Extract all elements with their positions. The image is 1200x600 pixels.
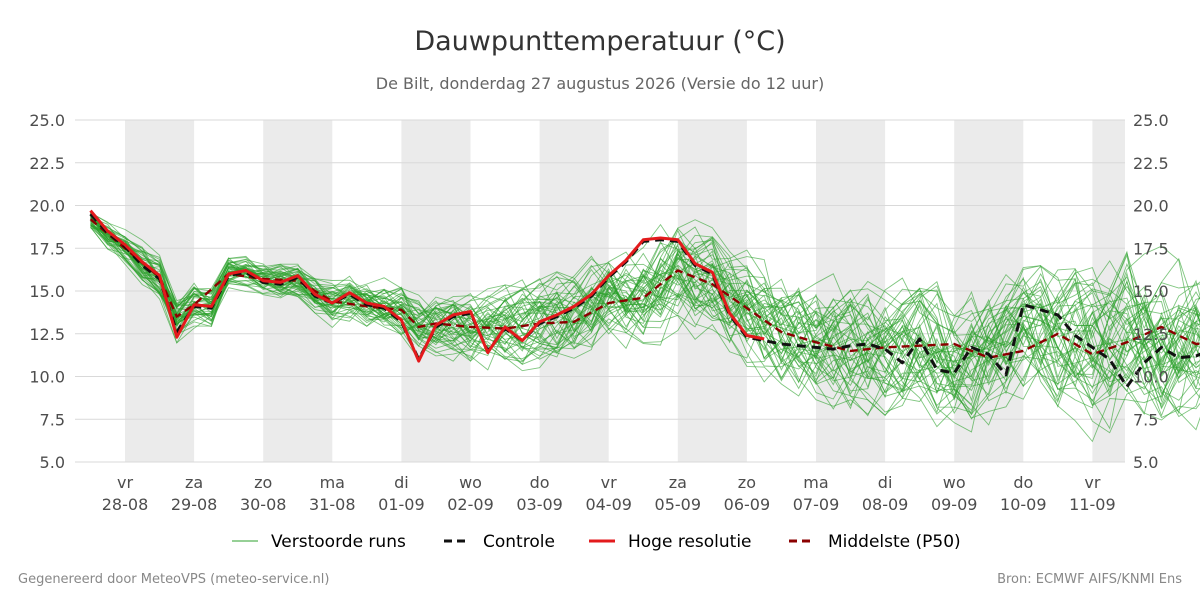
- ensemble-member-line: [90, 220, 1200, 433]
- x-tick-day: vr: [1084, 473, 1100, 492]
- y-tick-label: 22.5: [1133, 154, 1169, 173]
- ensemble-member-line: [90, 227, 1200, 394]
- series-line: [89, 209, 765, 363]
- ensemble-members: [90, 211, 1200, 443]
- footer-source: Bron: ECMWF AIFS/KNMI Ens: [997, 572, 1182, 587]
- series-line: [89, 218, 1200, 359]
- y-tick-label: 5.0: [40, 453, 65, 472]
- legend-label: Verstoorde runs: [271, 532, 406, 552]
- y-tick-label: 20.0: [1133, 197, 1169, 216]
- x-tick-date: 10-09: [1000, 495, 1047, 514]
- x-tick-date: 30-08: [240, 495, 287, 514]
- series-line: [89, 213, 1200, 389]
- x-tick-day: wo: [459, 473, 482, 492]
- ensemble-member-line: [90, 221, 1200, 390]
- ensemble-member-line: [90, 224, 1200, 419]
- x-axis: vr 28-08 za 29-08 zo 30-08 ma 31-08 di 01-09 wo 02-…: [102, 473, 1116, 514]
- x-tick-date: 06-09: [724, 495, 771, 514]
- ensemble-member-line: [90, 216, 1200, 413]
- y-tick-label: 7.5: [1133, 410, 1158, 429]
- ensemble-member-line: [90, 220, 1200, 416]
- x-tick-day: ma: [803, 473, 828, 492]
- x-tick-date: 28-08: [102, 495, 149, 514]
- y-tick-label: 25.0: [1133, 111, 1169, 130]
- ensemble-member-line: [90, 218, 1200, 416]
- y-tick-label: 5.0: [1133, 453, 1158, 472]
- x-tick-date: 29-08: [171, 495, 218, 514]
- y-tick-label: 12.5: [29, 325, 65, 344]
- y-tick-label: 10.0: [29, 368, 65, 387]
- x-tick-date: 31-08: [309, 495, 356, 514]
- x-tick-day: zo: [254, 473, 272, 492]
- legend-label: Middelste (P50): [828, 532, 961, 552]
- legend: Verstoorde runs Controle Hoge resolutie Mid…: [232, 532, 961, 552]
- legend-label: Controle: [483, 532, 555, 552]
- y-tick-label: 7.5: [40, 410, 65, 429]
- footer-credit: Gegenereerd door MeteoVPS (meteo-service…: [18, 572, 330, 587]
- x-tick-day: do: [1013, 473, 1033, 492]
- ensemble-member-line: [90, 212, 1200, 403]
- ensemble-member-line: [90, 223, 1200, 402]
- x-tick-day: vr: [601, 473, 617, 492]
- x-tick-date: 11-09: [1069, 495, 1116, 514]
- x-tick-date: 09-09: [931, 495, 978, 514]
- chart-title: Dauwpunttemperatuur (°C): [414, 26, 785, 57]
- x-tick-date: 02-09: [447, 495, 494, 514]
- y-tick-label: 10.0: [1133, 368, 1169, 387]
- x-tick-date: 03-09: [516, 495, 563, 514]
- y-tick-label: 17.5: [1133, 239, 1169, 258]
- x-tick-date: 07-09: [793, 495, 840, 514]
- chart-subtitle: De Bilt, donderdag 27 augustus 2026 (Ver…: [376, 74, 824, 93]
- y-tick-label: 15.0: [1133, 282, 1169, 301]
- y-tick-label: 20.0: [29, 197, 65, 216]
- y-gridlines: [75, 119, 1125, 463]
- y-axis-left: 5.0 7.5 10.0 12.5 15.0 17.5 20.0 22.5 25.0: [29, 111, 65, 472]
- x-tick-day: za: [669, 473, 687, 492]
- ensemble-member-line: [90, 214, 1200, 400]
- legend-label: Hoge resolutie: [628, 532, 752, 552]
- y-axis-right: 5.0 7.5 10.0 12.5 15.0 17.5 20.0 22.5 25.0: [1133, 111, 1169, 472]
- ensemble-member-line: [90, 223, 1200, 402]
- x-tick-day: zo: [738, 473, 756, 492]
- x-tick-day: di: [394, 473, 409, 492]
- x-tick-day: do: [530, 473, 550, 492]
- x-tick-date: 04-09: [585, 495, 632, 514]
- y-tick-label: 25.0: [29, 111, 65, 130]
- y-tick-label: 12.5: [1133, 325, 1169, 344]
- ensemble-member-line: [90, 226, 1200, 398]
- x-tick-day: ma: [320, 473, 345, 492]
- x-tick-date: 05-09: [655, 495, 702, 514]
- x-tick-date: 08-09: [862, 495, 909, 514]
- y-tick-label: 22.5: [29, 154, 65, 173]
- x-tick-day: wo: [943, 473, 966, 492]
- x-tick-date: 01-09: [378, 495, 425, 514]
- main-series: [89, 209, 1200, 389]
- x-tick-day: di: [878, 473, 893, 492]
- ensemble-member-line: [90, 219, 1200, 389]
- y-tick-label: 17.5: [29, 239, 65, 258]
- y-tick-label: 15.0: [29, 282, 65, 301]
- x-tick-day: vr: [117, 473, 133, 492]
- ensemble-member-line: [90, 220, 1200, 410]
- x-tick-day: za: [185, 473, 203, 492]
- ensemble-member-line: [90, 226, 1200, 402]
